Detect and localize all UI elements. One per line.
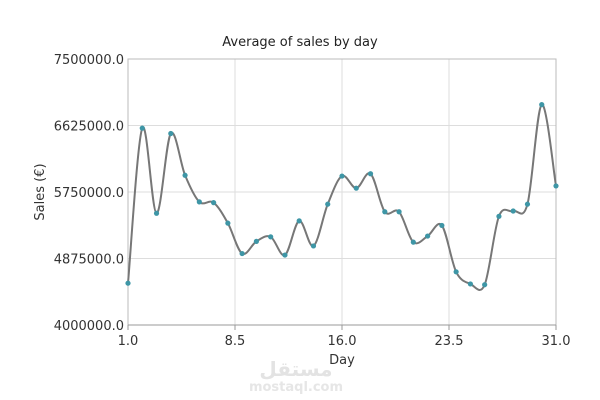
x-tick-label: 16.0 [328,334,357,349]
x-tick-label: 23.5 [435,334,464,349]
data-point [382,209,388,215]
series-markers [125,102,559,288]
data-point [553,183,559,189]
data-point [425,233,431,239]
data-point [325,201,331,207]
x-tick-label: 8.5 [225,334,246,349]
x-axis-ticks: 1.0 8.5 16.0 23.5 31.0 [118,325,571,349]
data-point [396,209,402,215]
data-point [182,172,188,178]
watermark-arabic: مستقل [259,357,332,381]
chart-title: Average of sales by day [222,35,378,50]
data-point [196,199,202,205]
watermark: مستقل mostaql.com [249,357,343,395]
data-point [168,130,174,137]
data-point [296,218,302,224]
y-axis-ticks: 4000000.0 4875000.0 5750000.0 6625000.0 7500… [54,53,124,334]
data-point [496,213,502,219]
data-point [439,222,445,229]
data-point [139,125,145,131]
data-point [467,281,473,287]
y-tick-label: 4875000.0 [54,253,124,268]
y-tick-label: 5750000.0 [54,186,124,201]
y-tick-label: 6625000.0 [54,120,124,135]
data-point [524,201,531,207]
data-point [410,239,416,245]
data-point [282,252,288,258]
x-tick-label: 31.0 [542,334,571,349]
data-point [482,282,488,288]
watermark-latin: mostaql.com [249,380,343,395]
data-point [539,102,545,108]
y-axis-label: Sales (€) [33,163,48,220]
data-point [125,280,131,286]
data-point [225,220,231,226]
x-axis-label: Day [329,353,355,368]
y-tick-label: 4000000.0 [54,319,124,334]
data-point [211,200,217,206]
data-point [253,238,259,244]
data-point [268,234,274,240]
data-point [310,243,317,249]
data-point [153,210,160,216]
x-tick-label: 1.0 [118,334,139,349]
data-point [339,173,345,179]
data-point [367,171,374,177]
data-point [239,250,245,257]
data-point [510,208,516,214]
data-point [453,269,459,275]
data-point [353,185,359,191]
y-tick-label: 7500000.0 [54,53,124,68]
